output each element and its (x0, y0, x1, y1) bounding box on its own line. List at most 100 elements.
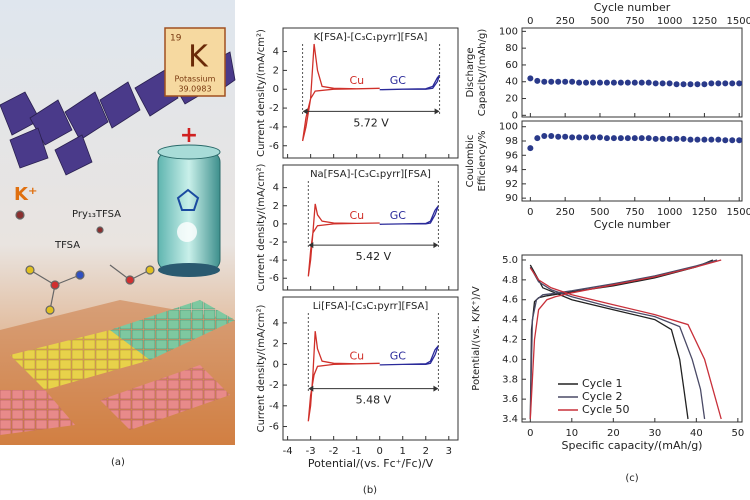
chart-title: Li[FSA]-[C₃C₁pyrr][FSA] (313, 301, 429, 312)
data-point (596, 79, 603, 86)
x-tick-label: 3 (446, 446, 452, 457)
x-tick-label: 10 (565, 428, 578, 439)
y-tick-label: 0 (273, 84, 279, 95)
data-point (534, 77, 541, 84)
y-axis-label: Discharge (465, 47, 476, 97)
data-point (569, 78, 576, 85)
y-tick-label: 80 (505, 43, 518, 54)
data-line (379, 345, 440, 366)
x-tick-label: 0 (377, 446, 383, 457)
data-point (680, 135, 687, 142)
y-tick-label: 100 (499, 122, 518, 133)
data-point (590, 79, 597, 86)
x-tick-label: 500 (590, 207, 609, 218)
x-tick-label: 30 (648, 428, 661, 439)
legend-label: Cycle 2 (582, 390, 623, 403)
series-label: GC (390, 74, 407, 87)
y-tick-label: 4.4 (502, 315, 518, 326)
x-tick-label: 1250 (692, 207, 717, 218)
data-point (583, 134, 590, 141)
x-tick-label: 250 (556, 16, 575, 27)
series-label: GC (390, 209, 407, 222)
y-tick-label: 4.8 (502, 275, 518, 286)
tiles (0, 390, 75, 435)
atomic-number: 19 (170, 34, 182, 44)
data-point (603, 79, 610, 86)
data-line (529, 259, 718, 420)
y-tick-label: 0 (273, 359, 279, 370)
data-point (610, 135, 617, 142)
x-tick-label: 1 (400, 446, 406, 457)
y-tick-label: 98 (505, 136, 518, 147)
y-tick-label: 4.6 (502, 295, 518, 306)
x-tick-label: 750 (625, 207, 644, 218)
element-mass: 39.0983 (178, 85, 211, 94)
data-point (624, 135, 631, 142)
y-tick-label: 96 (505, 150, 518, 161)
battery: + (157, 123, 221, 277)
data-point (527, 145, 534, 152)
y-tick-label: 60 (505, 60, 518, 71)
data-point (666, 135, 673, 142)
y-axis-label: Potential/(vs. K/K⁺)/V (471, 286, 482, 391)
annotation: 5.72 V (353, 116, 389, 129)
y-tick-label: -6 (269, 273, 279, 284)
caption: (b) (363, 485, 377, 496)
y-tick-label: -2 (269, 380, 279, 391)
y-tick-label: -6 (269, 141, 279, 152)
x-tick-label: 40 (690, 428, 703, 439)
x-tick-label: 1000 (657, 16, 682, 27)
tiles (100, 365, 230, 430)
plot-frame (521, 120, 743, 202)
data-point (680, 81, 687, 88)
data-point (638, 135, 645, 142)
y-tick-label: -2 (269, 237, 279, 248)
data-line (307, 203, 380, 277)
element-card: 19 K Potassium 39.0983 (164, 27, 226, 97)
series-label: GC (390, 349, 407, 362)
y-tick-label: 2 (273, 339, 279, 350)
svg-text:+: + (180, 123, 198, 148)
data-point (562, 133, 569, 140)
y-axis-label: Current density/(mA/cm²) (256, 305, 267, 433)
x-axis-label: Cycle number (594, 218, 671, 231)
data-point (715, 80, 722, 87)
data-point (576, 134, 583, 141)
data-point (562, 78, 569, 85)
x-axis-label: Cycle number (594, 1, 671, 14)
y-tick-label: 5.0 (502, 255, 518, 266)
y-tick-label: -4 (269, 401, 279, 412)
data-point (596, 134, 603, 141)
y-tick-label: 4 (273, 47, 279, 58)
data-line (379, 74, 441, 91)
data-point (736, 80, 743, 87)
data-point (617, 135, 624, 142)
plot-frame (521, 254, 743, 423)
y-tick-label: 4.2 (502, 334, 518, 345)
data-point (729, 137, 736, 144)
data-point (701, 136, 708, 143)
data-point (631, 135, 638, 142)
data-point (687, 136, 694, 143)
data-point (673, 81, 680, 88)
caption: (a) (111, 457, 125, 468)
chart-title: K[FSA]-[C₃C₁pyrr][FSA] (314, 32, 428, 43)
data-point (541, 78, 548, 85)
y-tick-label: 3.6 (502, 394, 518, 405)
data-point (610, 79, 617, 86)
series-label: Cu (350, 209, 365, 222)
x-tick-label: -1 (352, 446, 362, 457)
element-name: Potassium (175, 75, 216, 84)
data-point (583, 79, 590, 86)
data-point (631, 79, 638, 86)
data-line (529, 259, 722, 420)
x-tick-label: 2 (423, 446, 429, 457)
caption: (c) (625, 473, 638, 484)
y-tick-label: 92 (505, 179, 518, 190)
x-tick-label: -2 (329, 446, 339, 457)
data-point (722, 137, 729, 144)
data-point (652, 135, 659, 142)
data-point (715, 136, 722, 143)
x-tick-label: 50 (731, 428, 744, 439)
data-point (576, 79, 583, 86)
